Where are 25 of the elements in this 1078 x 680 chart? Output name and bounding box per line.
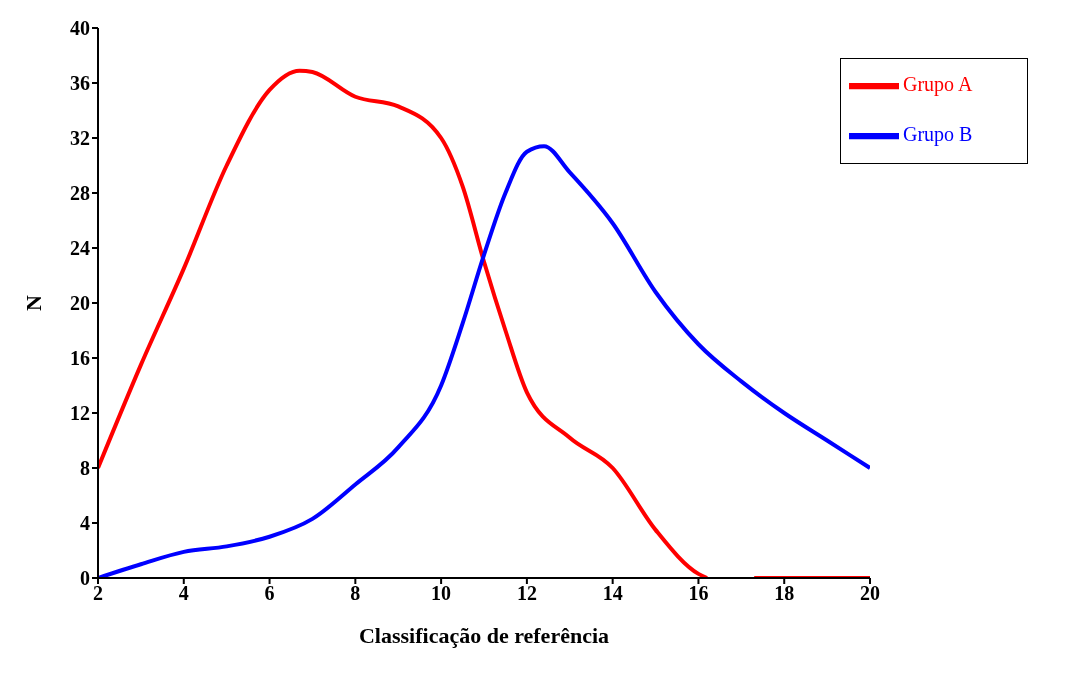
y-tick-label: 36: [70, 72, 90, 95]
y-axis-title: N: [20, 294, 46, 311]
x-axis-title: Classificação de referência: [358, 623, 610, 648]
legend-label: Grupo B: [903, 122, 973, 145]
y-tick-label: 8: [80, 457, 90, 480]
x-tick-label: 10: [431, 582, 452, 605]
x-tick-label: 4: [178, 582, 189, 605]
x-tick-label: 16: [688, 582, 709, 605]
y-tick-label: 40: [70, 17, 90, 40]
x-tick-label: 14: [602, 582, 623, 605]
y-tick-label: 0: [80, 567, 90, 590]
x-tick-label: 12: [516, 582, 537, 605]
x-tick-label: 2: [93, 582, 103, 605]
x-tick-label: 20: [860, 582, 880, 605]
x-tick-label: 18: [774, 582, 795, 605]
y-tick-label: 20: [70, 292, 90, 315]
y-tick-label: 24: [70, 237, 90, 260]
y-tick-label: 4: [80, 512, 90, 535]
y-tick-label: 32: [70, 127, 90, 150]
y-tick-label: 12: [70, 402, 90, 425]
y-tick-label: 28: [70, 182, 90, 205]
legend-label: Grupo A: [903, 72, 973, 95]
x-tick-label: 8: [350, 582, 361, 605]
y-tick-label: 16: [70, 347, 90, 370]
x-tick-label: 6: [264, 582, 275, 605]
